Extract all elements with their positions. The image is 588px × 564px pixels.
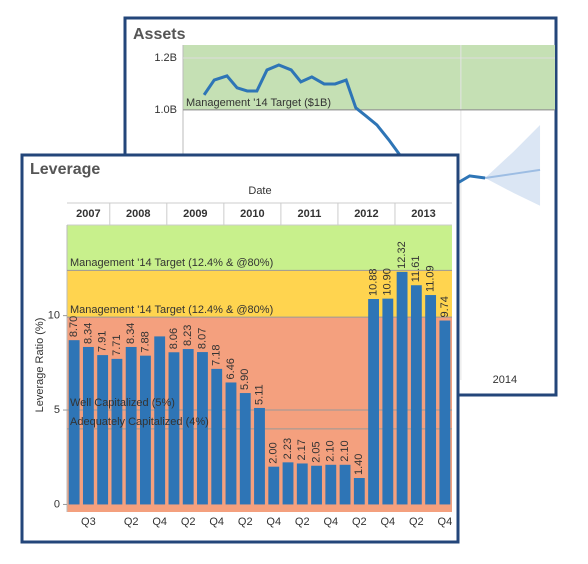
value-label: 5.90 xyxy=(239,369,251,390)
bar xyxy=(239,393,251,505)
x-tick-label: 2014 xyxy=(493,374,517,386)
reference-label: Management '14 Target (12.4% & @80%) xyxy=(70,304,273,316)
reference-label: Management '14 Target ($1B) xyxy=(186,97,331,109)
year-label: 2011 xyxy=(297,208,321,220)
bar xyxy=(353,478,365,505)
value-label: 2.05 xyxy=(310,441,322,462)
value-label: 2.00 xyxy=(268,442,280,463)
x-tick-label: Q4 xyxy=(380,516,395,528)
y-tick-label: 1.0B xyxy=(154,104,177,116)
bar xyxy=(154,336,166,505)
year-label: 2008 xyxy=(126,208,150,220)
bar xyxy=(254,407,265,505)
value-label: 2.23 xyxy=(282,438,294,459)
bar xyxy=(382,298,394,505)
value-label: 8.34 xyxy=(82,323,94,344)
bar xyxy=(168,352,180,505)
bar xyxy=(368,299,379,505)
x-tick-label: Q2 xyxy=(409,516,424,528)
y-tick-label: 1.2B xyxy=(154,52,177,64)
value-label: 6.46 xyxy=(225,358,237,379)
bar xyxy=(268,466,280,505)
y-tick-label: 0 xyxy=(54,498,60,510)
value-label: 7.71 xyxy=(111,334,123,355)
x-tick-label: Q2 xyxy=(295,516,310,528)
value-label: 12.32 xyxy=(396,241,408,269)
bar xyxy=(97,355,109,505)
forecast-line xyxy=(484,168,541,179)
value-label: 9.74 xyxy=(439,296,451,317)
value-label: 10.88 xyxy=(367,268,379,296)
x-tick-label: Q3 xyxy=(81,516,96,528)
forecast-band xyxy=(485,124,541,206)
x-tick-label: Q4 xyxy=(266,516,281,528)
value-label: 2.10 xyxy=(325,440,337,461)
bar xyxy=(311,465,322,505)
x-tick-label: Q2 xyxy=(238,516,253,528)
reference-label: Well Capitalized (5%) xyxy=(70,397,175,409)
x-tick-label: Q4 xyxy=(209,516,224,528)
x-axis-title: Date xyxy=(248,185,271,197)
bar xyxy=(211,368,223,505)
value-label: 11.61 xyxy=(410,256,422,283)
x-tick-label: Q4 xyxy=(152,516,167,528)
value-label: 8.07 xyxy=(196,328,208,349)
bar xyxy=(140,355,151,505)
year-label: 2009 xyxy=(183,208,207,220)
value-label: 10.90 xyxy=(382,268,394,296)
target-band xyxy=(183,45,555,110)
value-label: 11.09 xyxy=(425,265,437,292)
bar xyxy=(182,349,194,505)
bar xyxy=(425,295,437,505)
bar xyxy=(125,346,137,505)
bar xyxy=(410,285,422,505)
reference-label: Management '14 Target (12.4% & @80%) xyxy=(70,257,273,269)
bar xyxy=(296,463,308,505)
year-label: 2012 xyxy=(354,208,378,220)
x-tick-label: Q2 xyxy=(181,516,196,528)
bar xyxy=(339,464,351,505)
bar xyxy=(111,358,123,505)
y-axis-title: Leverage Ratio (%) xyxy=(34,318,46,413)
value-label: 1.40 xyxy=(353,454,365,475)
target-band xyxy=(67,225,452,271)
value-label: 8.23 xyxy=(182,325,194,346)
value-label: 2.17 xyxy=(296,439,308,460)
year-label: 2013 xyxy=(411,208,435,220)
value-label: 7.88 xyxy=(139,331,151,352)
value-label: 7.18 xyxy=(211,344,223,365)
y-tick-label: 5 xyxy=(54,404,60,416)
x-tick-label: Q2 xyxy=(124,516,139,528)
bar xyxy=(396,271,408,505)
bar xyxy=(439,320,451,505)
year-label: 2010 xyxy=(240,208,264,220)
y-tick-label: 10 xyxy=(48,310,60,322)
assets-title: Assets xyxy=(133,26,186,43)
value-label: 2.10 xyxy=(339,440,351,461)
leverage-title: Leverage xyxy=(30,161,100,178)
value-label: 8.34 xyxy=(125,323,137,344)
year-label: 2007 xyxy=(76,208,100,220)
bar xyxy=(68,340,80,505)
value-label: 8.06 xyxy=(168,328,180,349)
x-tick-label: Q2 xyxy=(352,516,367,528)
value-label: 5.11 xyxy=(253,384,265,405)
x-tick-label: Q4 xyxy=(438,516,453,528)
bar xyxy=(325,464,337,505)
bar xyxy=(225,382,237,505)
reference-label: Adequately Capitalized (4%) xyxy=(70,416,209,428)
bar xyxy=(197,352,208,505)
value-label: 7.91 xyxy=(97,331,109,352)
value-label: 8.70 xyxy=(68,316,80,337)
bar xyxy=(282,462,294,505)
bar xyxy=(82,346,94,505)
x-tick-label: Q4 xyxy=(323,516,338,528)
